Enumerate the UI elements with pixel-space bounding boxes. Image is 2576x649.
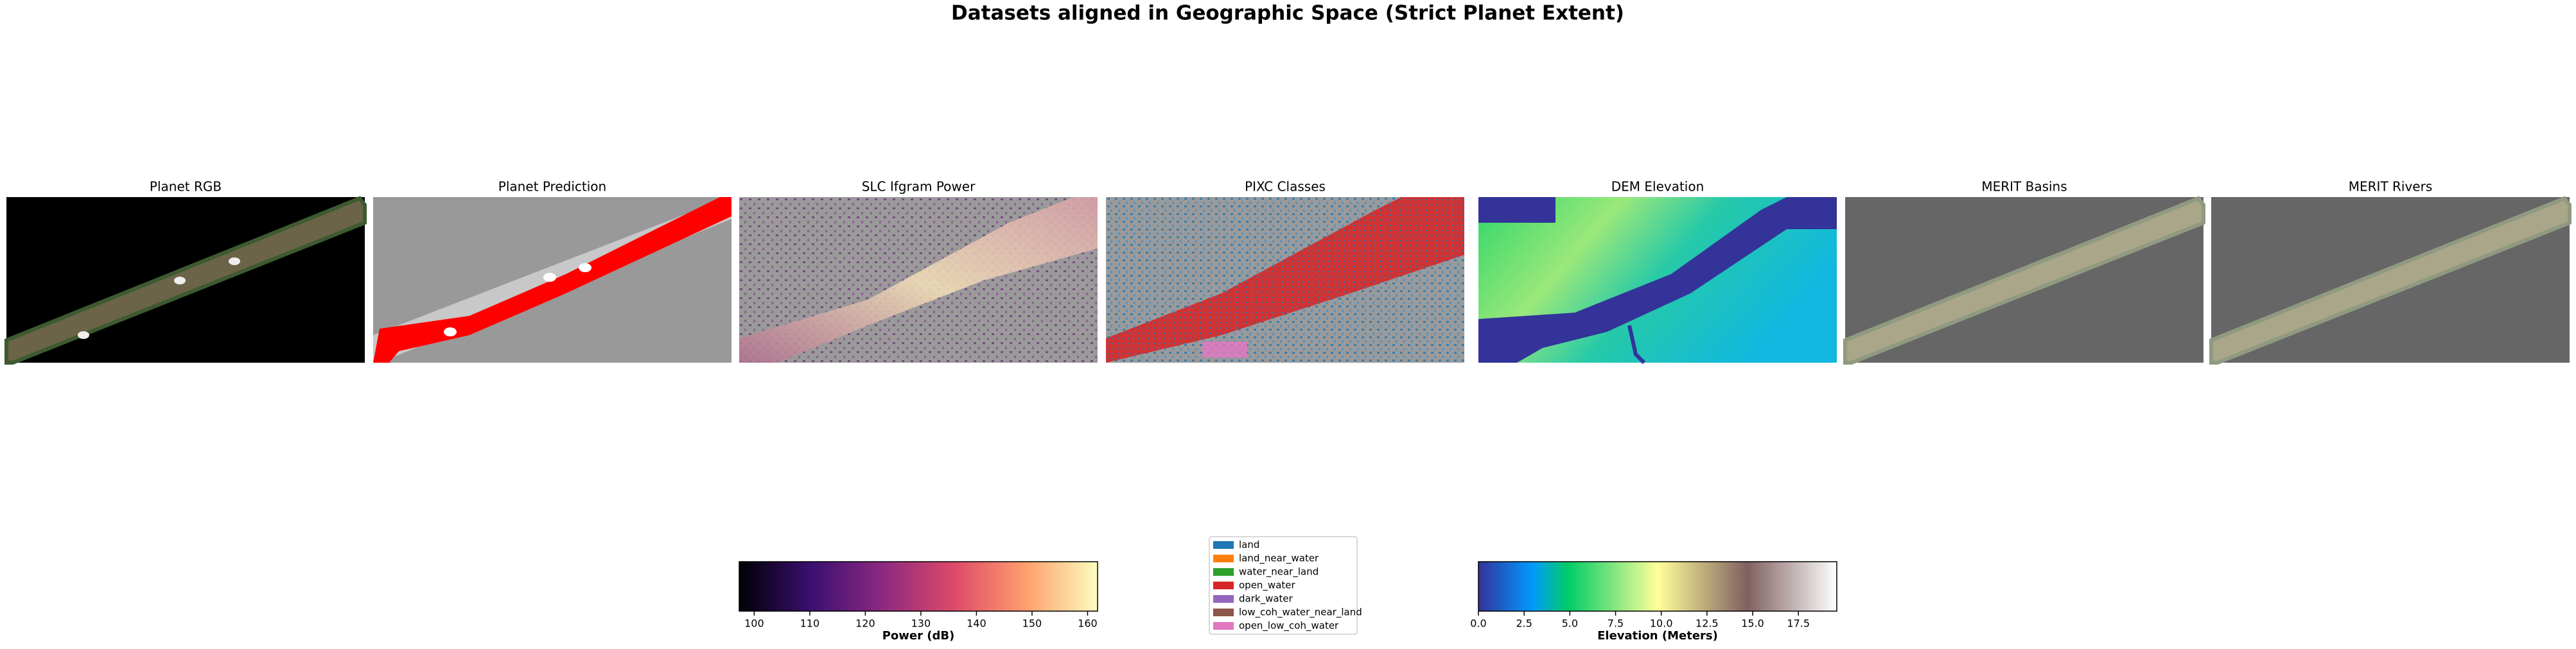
legend-swatch [1213, 555, 1234, 562]
legend-frame [1209, 536, 1358, 635]
colorbar-tick-label: 140 [967, 618, 986, 630]
lowland [1478, 197, 1555, 223]
legend-label: low_coh_water_near_land [1239, 607, 1362, 619]
panel-title: Planet RGB [150, 179, 222, 195]
river-elevation [1478, 197, 1837, 363]
channel [1627, 325, 1646, 365]
panel-image [739, 197, 1098, 363]
panel-title: MERIT Basins [1981, 179, 2067, 195]
legend-label: land_near_water [1239, 553, 1319, 565]
colorbar-tick-label: 2.5 [1516, 618, 1532, 630]
colorbar-tick-label: 130 [911, 618, 931, 630]
colorbar-tick-label: 120 [855, 618, 875, 630]
panel-image [2209, 196, 2572, 365]
legend-swatch [1213, 595, 1234, 603]
panel-title: SLC Ifgram Power [862, 179, 976, 195]
panel-title: DEM Elevation [1611, 179, 1704, 195]
legend-label: land [1239, 539, 1259, 551]
bright-spot [444, 327, 457, 336]
legend-label: water_near_land [1239, 566, 1319, 578]
panel-image [1106, 197, 1464, 363]
legend-swatch [1213, 568, 1234, 576]
colorbar-label: Power (dB) [882, 629, 955, 643]
legend-swatch [1213, 609, 1234, 616]
river-power [739, 197, 1098, 363]
bright-spot [174, 277, 186, 284]
panel-image [4, 196, 367, 365]
legend-swatch [1213, 582, 1234, 589]
legend-label: open_water [1239, 580, 1296, 592]
colorbar-tick-label: 7.5 [1608, 618, 1624, 630]
colorbar [1478, 561, 1837, 612]
bright-spot [543, 273, 556, 282]
legend-label: dark_water [1239, 593, 1293, 605]
colorbar-tick-label: 17.5 [1787, 618, 1810, 630]
panel-image [1843, 196, 2205, 365]
panel-image [373, 197, 732, 363]
colorbar-tick-label: 0.0 [1470, 618, 1486, 630]
legend-swatch [1213, 541, 1234, 549]
bright-spot [579, 263, 591, 272]
colorbar-label: Elevation (Meters) [1597, 629, 1718, 643]
legend-label: open_low_coh_water [1239, 620, 1339, 632]
colorbar-tick-label: 110 [800, 618, 820, 630]
colorbar-tick-label: 12.5 [1695, 618, 1719, 630]
panel-image [1478, 197, 1837, 365]
bright-spot [229, 257, 240, 265]
colorbar [739, 561, 1098, 612]
predicted-water [373, 197, 732, 363]
legend-swatch [1213, 622, 1234, 630]
colorbar-tick-label: 15.0 [1741, 618, 1764, 630]
panel-title: MERIT Rivers [2349, 179, 2433, 195]
colorbar-tick-label: 10.0 [1650, 618, 1673, 630]
river-area [1843, 196, 2205, 365]
colorbar-tick-label: 5.0 [1562, 618, 1578, 630]
colorbar-tick-label: 160 [1078, 618, 1098, 630]
open-water-class [1106, 197, 1464, 363]
bright-spot [78, 331, 89, 339]
panel-title: PIXC Classes [1245, 179, 1326, 195]
colorbar-tick-label: 100 [744, 618, 764, 630]
panel-title: Planet Prediction [498, 179, 606, 195]
colorbar-tick-label: 150 [1022, 618, 1042, 630]
river-area [2209, 196, 2572, 365]
low-coh-class [1202, 342, 1247, 358]
figure-title: Datasets aligned in Geographic Space (St… [951, 2, 1624, 25]
